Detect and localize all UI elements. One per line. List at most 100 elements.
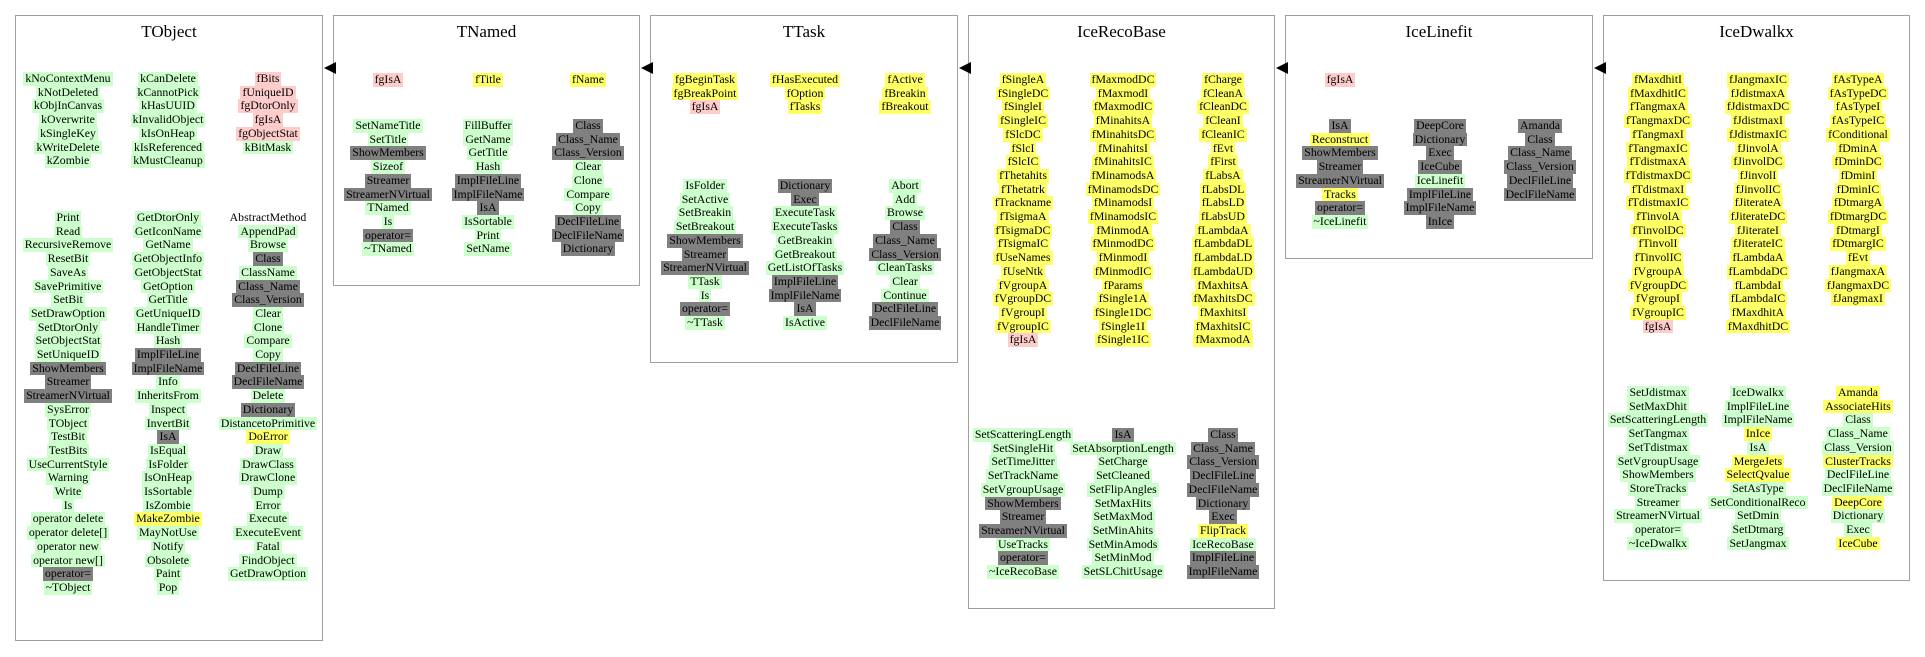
class-member[interactable]: Browse <box>884 205 926 221</box>
class-member[interactable]: ImplFileName <box>1403 200 1477 215</box>
class-member[interactable]: fAsTypeI <box>1833 99 1883 115</box>
class-member[interactable]: GetObjectStat <box>132 264 204 280</box>
class-member[interactable]: Exec <box>1209 509 1237 524</box>
class-member[interactable]: SetVgroupUsage <box>1615 453 1701 469</box>
class-member[interactable]: fgIsA <box>1324 72 1356 87</box>
class-member[interactable]: StreamerNVirtual <box>661 260 749 275</box>
class-member[interactable]: InheritsFrom <box>135 388 201 403</box>
class-member[interactable]: IsOnHeap <box>142 470 194 486</box>
class-member[interactable]: Info <box>156 374 180 390</box>
class-member[interactable]: IsFolder <box>146 456 190 472</box>
class-member[interactable]: fLambdaDL <box>1191 236 1255 252</box>
class-member[interactable]: fFirst <box>1208 154 1238 169</box>
class-member[interactable]: Hash <box>473 159 503 174</box>
class-member[interactable]: fTinvolIC <box>1632 250 1684 265</box>
class-member[interactable]: ShowMembers <box>1620 467 1696 482</box>
class-member[interactable]: fJangmaxA <box>1828 263 1888 279</box>
class-member[interactable]: fHasExecuted <box>769 72 841 87</box>
class-member[interactable]: ~IceLinefit <box>1311 213 1369 229</box>
class-member[interactable]: Class_Version <box>1187 454 1259 470</box>
class-member[interactable]: SetFlipAngles <box>1087 481 1159 497</box>
class-member[interactable]: fTangmaxIC <box>1626 140 1690 156</box>
class-member[interactable]: Browse <box>247 237 289 253</box>
class-member[interactable]: SetAbsorptionLength <box>1070 440 1176 456</box>
class-member[interactable]: fJinvolA <box>1735 140 1781 156</box>
class-member[interactable]: fSingleDC <box>995 85 1051 101</box>
class-member[interactable]: fParams <box>1101 277 1145 293</box>
class-member[interactable]: SaveAs <box>47 264 89 280</box>
class-member[interactable]: fSlcI <box>1009 140 1037 156</box>
class-member[interactable]: fCleanI <box>1203 113 1243 128</box>
class-member[interactable]: Write <box>52 484 84 499</box>
class-member[interactable]: DeclFileName <box>868 315 942 330</box>
class-member[interactable]: operator= <box>680 301 730 317</box>
class-member[interactable]: fgBeginTask <box>672 72 738 87</box>
class-member[interactable]: Tracks <box>1322 186 1358 202</box>
class-member[interactable]: fDtmargA <box>1831 195 1885 211</box>
class-member[interactable]: operator= <box>43 566 93 581</box>
class-member[interactable]: fgIsA <box>252 112 284 127</box>
class-member[interactable]: fMaxhitsDC <box>1191 291 1255 306</box>
class-member[interactable]: fCleanA <box>1201 85 1245 101</box>
class-member[interactable]: fMaxdhitI <box>1632 72 1684 87</box>
class-member[interactable]: AssociateHits <box>1823 398 1893 414</box>
class-member[interactable]: fLambdaA <box>1730 250 1786 265</box>
class-member[interactable]: fLabsA <box>1203 167 1243 183</box>
class-member[interactable]: ShowMembers <box>1302 145 1378 161</box>
class-member[interactable]: fSlcDC <box>1003 126 1043 142</box>
class-member[interactable]: ShowMembers <box>667 232 743 248</box>
class-member[interactable]: fMinmodI <box>1096 250 1150 265</box>
class-member[interactable]: Streamer <box>364 172 412 188</box>
class-member[interactable]: fActive <box>885 72 925 87</box>
class-member[interactable]: SetTrackName <box>985 468 1061 483</box>
class-member[interactable]: fTinvolI <box>1636 236 1680 252</box>
class-member[interactable]: Error <box>253 497 283 513</box>
class-member[interactable]: ImplFileName <box>1186 564 1260 579</box>
class-member[interactable]: Draw <box>252 442 284 458</box>
class-member[interactable]: Pop <box>156 579 180 595</box>
class-member[interactable]: IsA <box>1747 439 1769 455</box>
class-member[interactable]: DeclFileLine <box>1824 467 1892 482</box>
class-member[interactable]: fMinamodsA <box>1089 167 1157 183</box>
class-member[interactable]: SetObjectStat <box>33 333 103 349</box>
class-member[interactable]: GetOption <box>141 278 195 294</box>
class-member[interactable]: TestBits <box>46 442 90 458</box>
class-member[interactable]: SetName <box>464 241 512 257</box>
class-member[interactable]: operator= <box>998 550 1048 566</box>
class-member[interactable]: IsA <box>157 429 179 444</box>
class-member[interactable]: SysError <box>45 401 91 417</box>
class-member[interactable]: fMinamodsDC <box>1085 181 1161 197</box>
class-member[interactable]: fMaxmodA <box>1193 332 1253 348</box>
class-member[interactable]: operator= <box>363 227 413 243</box>
class-member[interactable]: fMaxmodDC <box>1089 72 1157 87</box>
class-member[interactable]: SetTdistmax <box>1626 439 1690 455</box>
class-member[interactable]: fEvt <box>1210 140 1236 156</box>
class-member[interactable]: IsA <box>1329 118 1351 133</box>
class-member[interactable]: Dictionary <box>1412 131 1468 147</box>
class-member[interactable]: fAsTypeDC <box>1827 85 1889 101</box>
class-member[interactable]: fJdistmaxDC <box>1724 99 1792 115</box>
class-member[interactable]: Paint <box>153 566 183 581</box>
class-member[interactable]: SetVgroupUsage <box>980 481 1066 497</box>
class-member[interactable]: Class_Name <box>556 131 620 147</box>
class-member[interactable]: fJdistmaxI <box>1731 113 1785 128</box>
class-member[interactable]: DeclFileLine <box>554 213 622 229</box>
class-member[interactable]: SetCleaned <box>1094 468 1152 483</box>
class-member[interactable]: Amanda <box>1836 385 1880 400</box>
class-member[interactable]: fAsTypeA <box>1831 72 1885 87</box>
class-member[interactable]: SetDmin <box>1735 508 1781 524</box>
class-member[interactable]: Compare <box>564 186 612 202</box>
class-member[interactable]: fMinamodsIC <box>1087 209 1159 224</box>
class-member[interactable]: Class_Name <box>873 232 937 248</box>
class-member[interactable]: SavePrimitive <box>32 278 104 294</box>
class-member[interactable]: Dictionary <box>777 178 833 193</box>
class-member[interactable]: GetName <box>143 237 193 253</box>
class-member[interactable]: ImplFileLine <box>771 273 839 289</box>
class-member[interactable]: fJinvolI <box>1737 167 1779 183</box>
class-member[interactable]: DeclFileName <box>1186 481 1260 497</box>
class-member[interactable]: SetBreakout <box>673 219 737 234</box>
class-member[interactable]: fUseNtk <box>1001 263 1045 279</box>
class-member[interactable]: fDminDC <box>1832 154 1884 169</box>
class-member[interactable]: GetTitle <box>146 292 190 307</box>
class-member[interactable]: fLambdaUD <box>1191 263 1255 279</box>
